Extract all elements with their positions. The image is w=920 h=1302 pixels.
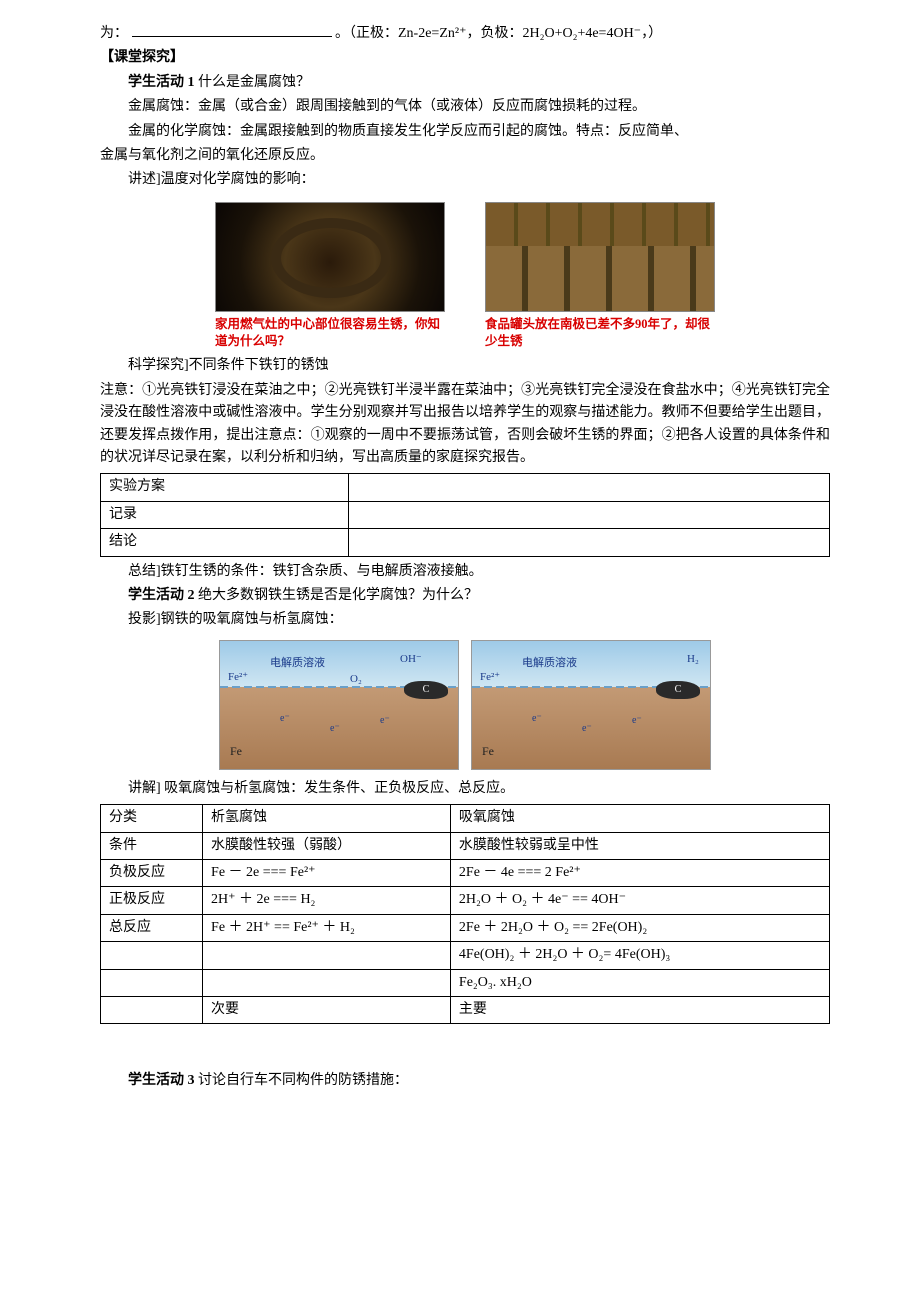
lbl-fe2: Fe²⁺ [480,669,500,687]
activity2-heading: 学生活动 2 绝大多数钢铁生锈是否是化学腐蚀？为什么？ [100,585,830,607]
stove-caption: 家用燃气灶的中心部位很容易生锈，你知道为什么吗？ [215,316,445,350]
cell: 2Fe ＋ 2H₂O ＋ O₂ == 2Fe(OH)₂ [450,914,829,941]
table-row: 正极反应 2H⁺ ＋ 2e === H₂ 2H₂O ＋ O₂ ＋ 4e⁻ == … [101,887,830,914]
cans-image [485,202,715,312]
activity1-p1: 金属腐蚀：金属（或合金）跟周围接触到的气体（或液体）反应而腐蚀损耗的过程。 [100,96,830,118]
cell: 负极反应 [101,859,203,886]
activity1-p6: 总结]铁钉生锈的条件：铁钉含杂质、与电解质溶液接触。 [100,561,830,583]
activity2-question: 绝大多数钢铁生锈是否是化学腐蚀？为什么？ [198,588,478,603]
cell: 2Fe － 4e === 2 Fe²⁺ [450,859,829,886]
diagram-row: Fe²⁺ 电解质溶液 O₂ OH⁻ C e⁻ e⁻ e⁻ Fe Fe²⁺ 电解质… [100,640,830,770]
activity2-title: 学生活动 2 [128,588,198,603]
cell-empty [348,501,829,528]
cell: 水膜酸性较强（弱酸） [203,832,451,859]
diagram-sky [472,641,710,687]
activity1-p5: 注意：①光亮铁钉浸没在菜油之中；②光亮铁钉半浸半露在菜油中；③光亮铁钉完全浸没在… [100,380,830,470]
cell [101,969,203,996]
lbl-e2: e⁻ [330,721,340,737]
table-row: 4Fe(OH)₂ ＋ 2H₂O ＋ O₂= 4Fe(OH)₃ [101,942,830,969]
cell-conclusion: 结论 [101,529,349,556]
cell: Fe₂O₃. xH₂O [450,969,829,996]
cell: 吸氧腐蚀 [450,805,829,832]
table-row: Fe₂O₃. xH₂O [101,969,830,996]
activity3-heading: 学生活动 3 讨论自行车不同构件的防锈措施： [100,1070,830,1092]
cell [203,969,451,996]
cell: 次要 [203,996,451,1023]
table-row: 分类 析氢腐蚀 吸氧腐蚀 [101,805,830,832]
cell-plan: 实验方案 [101,474,349,501]
cell: 水膜酸性较弱或呈中性 [450,832,829,859]
figure-cans: 食品罐头放在南极已差不多90年了，却很少生锈 [485,202,715,350]
cell [101,942,203,969]
table-row: 条件 水膜酸性较强（弱酸） 水膜酸性较弱或呈中性 [101,832,830,859]
diagram-sky [220,641,458,687]
lbl-e2: e⁻ [582,721,592,737]
activity1-p2b: 金属与氧化剂之间的氧化还原反应。 [100,145,830,167]
cell-empty [348,529,829,556]
cell: 分类 [101,805,203,832]
lbl-oh: OH⁻ [400,651,422,669]
activity2-p1: 投影]钢铁的吸氧腐蚀与析氢腐蚀： [100,609,830,631]
cans-caption: 食品罐头放在南极已差不多90年了，却很少生锈 [485,316,715,350]
cell-empty [348,474,829,501]
lbl-fe: Fe [230,742,242,761]
spacer [100,1028,830,1068]
activity1-question: 什么是金属腐蚀？ [198,75,310,90]
cell: 2H⁺ ＋ 2e === H₂ [203,887,451,914]
table-row: 记录 [101,501,830,528]
activity2-p2: 讲解] 吸氧腐蚀与析氢腐蚀：发生条件、正负极反应、总反应。 [100,778,830,800]
activity1-heading: 学生活动 1 什么是金属腐蚀？ [100,72,830,94]
activity3-question: 讨论自行车不同构件的防锈措施： [198,1073,408,1088]
table-row: 总反应 Fe ＋ 2H⁺ == Fe²⁺ ＋ H₂ 2Fe ＋ 2H₂O ＋ O… [101,914,830,941]
lbl-e3: e⁻ [632,713,642,729]
intro-blank [132,22,332,37]
cell: 正极反应 [101,887,203,914]
cell: 总反应 [101,914,203,941]
activity3-title: 学生活动 3 [128,1073,198,1088]
lbl-electrolyte: 电解质溶液 [522,655,577,673]
intro-line: 为： 。（正极：Zn-2e=Zn²⁺，负极：2H₂O+O₂+4e=4OH⁻，） [100,22,830,45]
table-row: 结论 [101,529,830,556]
cell: Fe － 2e === Fe²⁺ [203,859,451,886]
activity1-p4: 科学探究]不同条件下铁钉的锈蚀 [100,355,830,377]
cell: 4Fe(OH)₂ ＋ 2H₂O ＋ O₂= 4Fe(OH)₃ [450,942,829,969]
activity1-p3: 讲述]温度对化学腐蚀的影响： [100,169,830,191]
figure-stove: 家用燃气灶的中心部位很容易生锈，你知道为什么吗？ [215,202,445,350]
experiment-table: 实验方案 记录 结论 [100,473,830,556]
lbl-e1: e⁻ [280,711,290,727]
figure-row: 家用燃气灶的中心部位很容易生锈，你知道为什么吗？ 食品罐头放在南极已差不多90年… [100,202,830,350]
activity1-title: 学生活动 1 [128,75,198,90]
c-blob: C [656,681,700,699]
lbl-fe: Fe [482,742,494,761]
lbl-e1: e⁻ [532,711,542,727]
stove-image [215,202,445,312]
activity1-p2: 金属的化学腐蚀：金属跟接触到的物质直接发生化学反应而引起的腐蚀。特点：反应简单、 [100,121,830,143]
cell: Fe ＋ 2H⁺ == Fe²⁺ ＋ H₂ [203,914,451,941]
cell: 条件 [101,832,203,859]
table-row: 实验方案 [101,474,830,501]
cell-record: 记录 [101,501,349,528]
lbl-o2: O₂ [350,671,362,689]
lbl-fe2: Fe²⁺ [228,669,248,687]
corrosion-table: 分类 析氢腐蚀 吸氧腐蚀 条件 水膜酸性较强（弱酸） 水膜酸性较弱或呈中性 负极… [100,804,830,1024]
diagram-hydrogen-evolution: Fe²⁺ 电解质溶液 H₂ C e⁻ e⁻ e⁻ Fe [471,640,711,770]
lbl-electrolyte: 电解质溶液 [270,655,325,673]
diagram-oxygen-absorption: Fe²⁺ 电解质溶液 O₂ OH⁻ C e⁻ e⁻ e⁻ Fe [219,640,459,770]
c-blob: C [404,681,448,699]
cell: 2H₂O ＋ O₂ ＋ 4e⁻ == 4OH⁻ [450,887,829,914]
cell: 主要 [450,996,829,1023]
document-page: 为： 。（正极：Zn-2e=Zn²⁺，负极：2H₂O+O₂+4e=4OH⁻，） … [0,0,920,1135]
cell: 析氢腐蚀 [203,805,451,832]
table-row: 负极反应 Fe － 2e === Fe²⁺ 2Fe － 4e === 2 Fe²… [101,859,830,886]
intro-note: 。（正极：Zn-2e=Zn²⁺，负极：2H₂O+O₂+4e=4OH⁻，） [335,26,662,41]
intro-prefix: 为： [100,26,128,41]
table-row: 次要 主要 [101,996,830,1023]
cell [101,996,203,1023]
lbl-e3: e⁻ [380,713,390,729]
cell [203,942,451,969]
section-title: 【课堂探究】 [100,47,830,69]
lbl-h2: H₂ [687,651,699,669]
